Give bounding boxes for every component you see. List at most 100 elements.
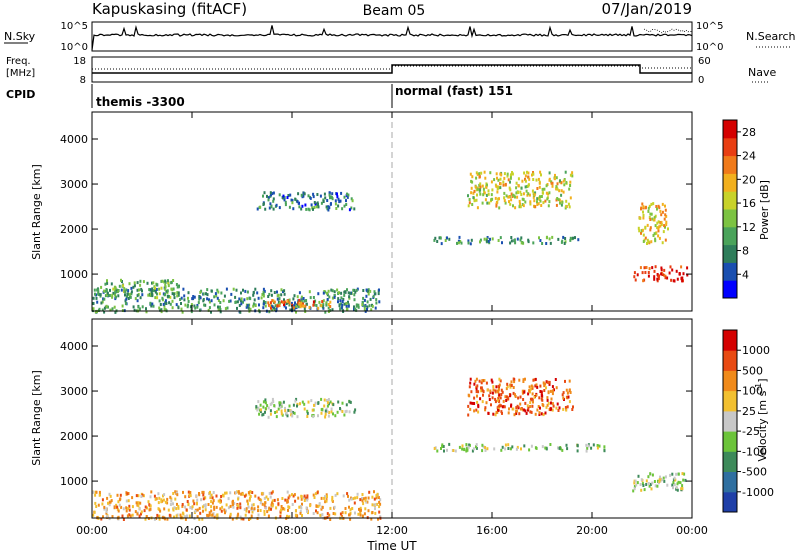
- scatter-cell: [291, 503, 294, 506]
- scatter-cell: [656, 277, 659, 281]
- scatter-cell: [171, 288, 174, 292]
- scatter-cell: [522, 380, 525, 383]
- scatter-cell: [271, 504, 274, 508]
- scatter-cell: [310, 399, 313, 403]
- scatter-cell: [558, 446, 561, 450]
- scatter-cell: [229, 491, 232, 495]
- scatter-cell: [362, 289, 365, 292]
- scatter-cell: [139, 279, 142, 283]
- scatter-cell: [158, 292, 161, 296]
- scatter-cell: [377, 517, 379, 521]
- scatter-cell: [510, 384, 513, 387]
- scatter-cell: [293, 411, 296, 415]
- scatter-cell: [347, 300, 349, 304]
- scatter-cell: [282, 300, 285, 304]
- scatter-cell: [504, 395, 507, 399]
- colorbar-block: [723, 173, 737, 192]
- scatter-cell: [198, 517, 201, 521]
- scatter-cell: [187, 296, 189, 300]
- scatter-cell: [439, 236, 442, 240]
- scatter-cell: [268, 310, 271, 314]
- scatter-cell: [566, 447, 569, 451]
- nsky-label: N.Sky: [4, 30, 36, 43]
- scatter-cell: [485, 237, 488, 241]
- scatter-cell: [556, 197, 559, 200]
- scatter-cell: [262, 300, 265, 304]
- scatter-cell: [660, 223, 663, 226]
- scatter-cell: [345, 403, 348, 407]
- scatter-cell: [256, 408, 259, 412]
- scatter-cell: [179, 298, 182, 301]
- scatter-cell: [217, 290, 220, 294]
- scatter-cell: [323, 290, 326, 293]
- scatter-cell: [320, 201, 323, 205]
- scatter-cell: [532, 378, 535, 382]
- scatter-cell: [648, 267, 651, 271]
- scatter-cell: [324, 409, 327, 413]
- scatter-cell: [506, 172, 509, 176]
- scatter-cell: [170, 497, 173, 501]
- scatter-cell: [244, 289, 247, 293]
- scatter-cell: [345, 199, 347, 203]
- scatter-cell: [184, 303, 187, 307]
- scatter-cell: [319, 513, 322, 517]
- scatter-cell: [553, 177, 556, 181]
- scatter-cell: [290, 413, 293, 417]
- scatter-cell: [284, 200, 287, 204]
- scatter-cell: [312, 195, 315, 199]
- scatter-cell: [346, 195, 349, 199]
- scatter-cell: [673, 483, 676, 487]
- scatter-cell: [378, 505, 381, 509]
- scatter-cell: [344, 507, 347, 510]
- scatter-cell: [198, 506, 201, 510]
- scatter-cell: [337, 300, 339, 304]
- scatter-cell: [350, 197, 353, 201]
- scatter-cell: [339, 512, 342, 516]
- scatter-cell: [270, 507, 272, 511]
- scatter-cell: [219, 310, 222, 314]
- scatter-cell: [264, 407, 267, 411]
- scatter-cell: [150, 490, 153, 494]
- scatter-cell: [649, 472, 652, 476]
- scatter-cell: [642, 279, 645, 283]
- scatter-cell: [141, 293, 144, 297]
- scatter-cell: [147, 293, 150, 297]
- scatter-cell: [327, 208, 330, 212]
- scatter-cell: [151, 281, 153, 285]
- scatter-cell: [529, 410, 532, 414]
- scatter-cell: [331, 197, 334, 201]
- scatter-cell: [348, 400, 351, 404]
- scatter-cell: [126, 514, 129, 518]
- scatter-cell: [492, 385, 495, 389]
- scatter-cell: [261, 413, 264, 417]
- scatter-cell: [250, 514, 253, 518]
- scatter-cell: [106, 291, 109, 295]
- scatter-cell: [247, 491, 250, 495]
- scatter-cell: [263, 496, 266, 500]
- scatter-cell: [568, 400, 571, 404]
- scatter-cell: [133, 281, 136, 285]
- scatter-cell: [662, 476, 665, 480]
- scatter-cell: [481, 388, 484, 392]
- scatter-cell: [498, 206, 501, 210]
- scatter-cell: [196, 502, 198, 506]
- scatter-cell: [162, 494, 164, 498]
- scatter-cell: [296, 514, 299, 518]
- scatter-cell: [656, 484, 659, 488]
- scatter-cell: [514, 393, 516, 397]
- scatter-cell: [154, 290, 157, 294]
- scatter-cell: [507, 411, 510, 415]
- scatter-cell: [203, 504, 205, 508]
- scatter-cell: [186, 305, 189, 309]
- scatter-cell: [148, 508, 151, 512]
- scatter-cell: [539, 239, 542, 242]
- scatter-cell: [554, 173, 556, 177]
- scatter-cell: [456, 241, 458, 245]
- scatter-cell: [375, 298, 378, 302]
- scatter-cell: [345, 304, 348, 308]
- scatter-cell: [182, 287, 185, 291]
- scatter-cell: [173, 515, 175, 519]
- scatter-cell: [277, 293, 280, 297]
- scatter-cell: [353, 293, 356, 297]
- scatter-cell: [657, 220, 660, 224]
